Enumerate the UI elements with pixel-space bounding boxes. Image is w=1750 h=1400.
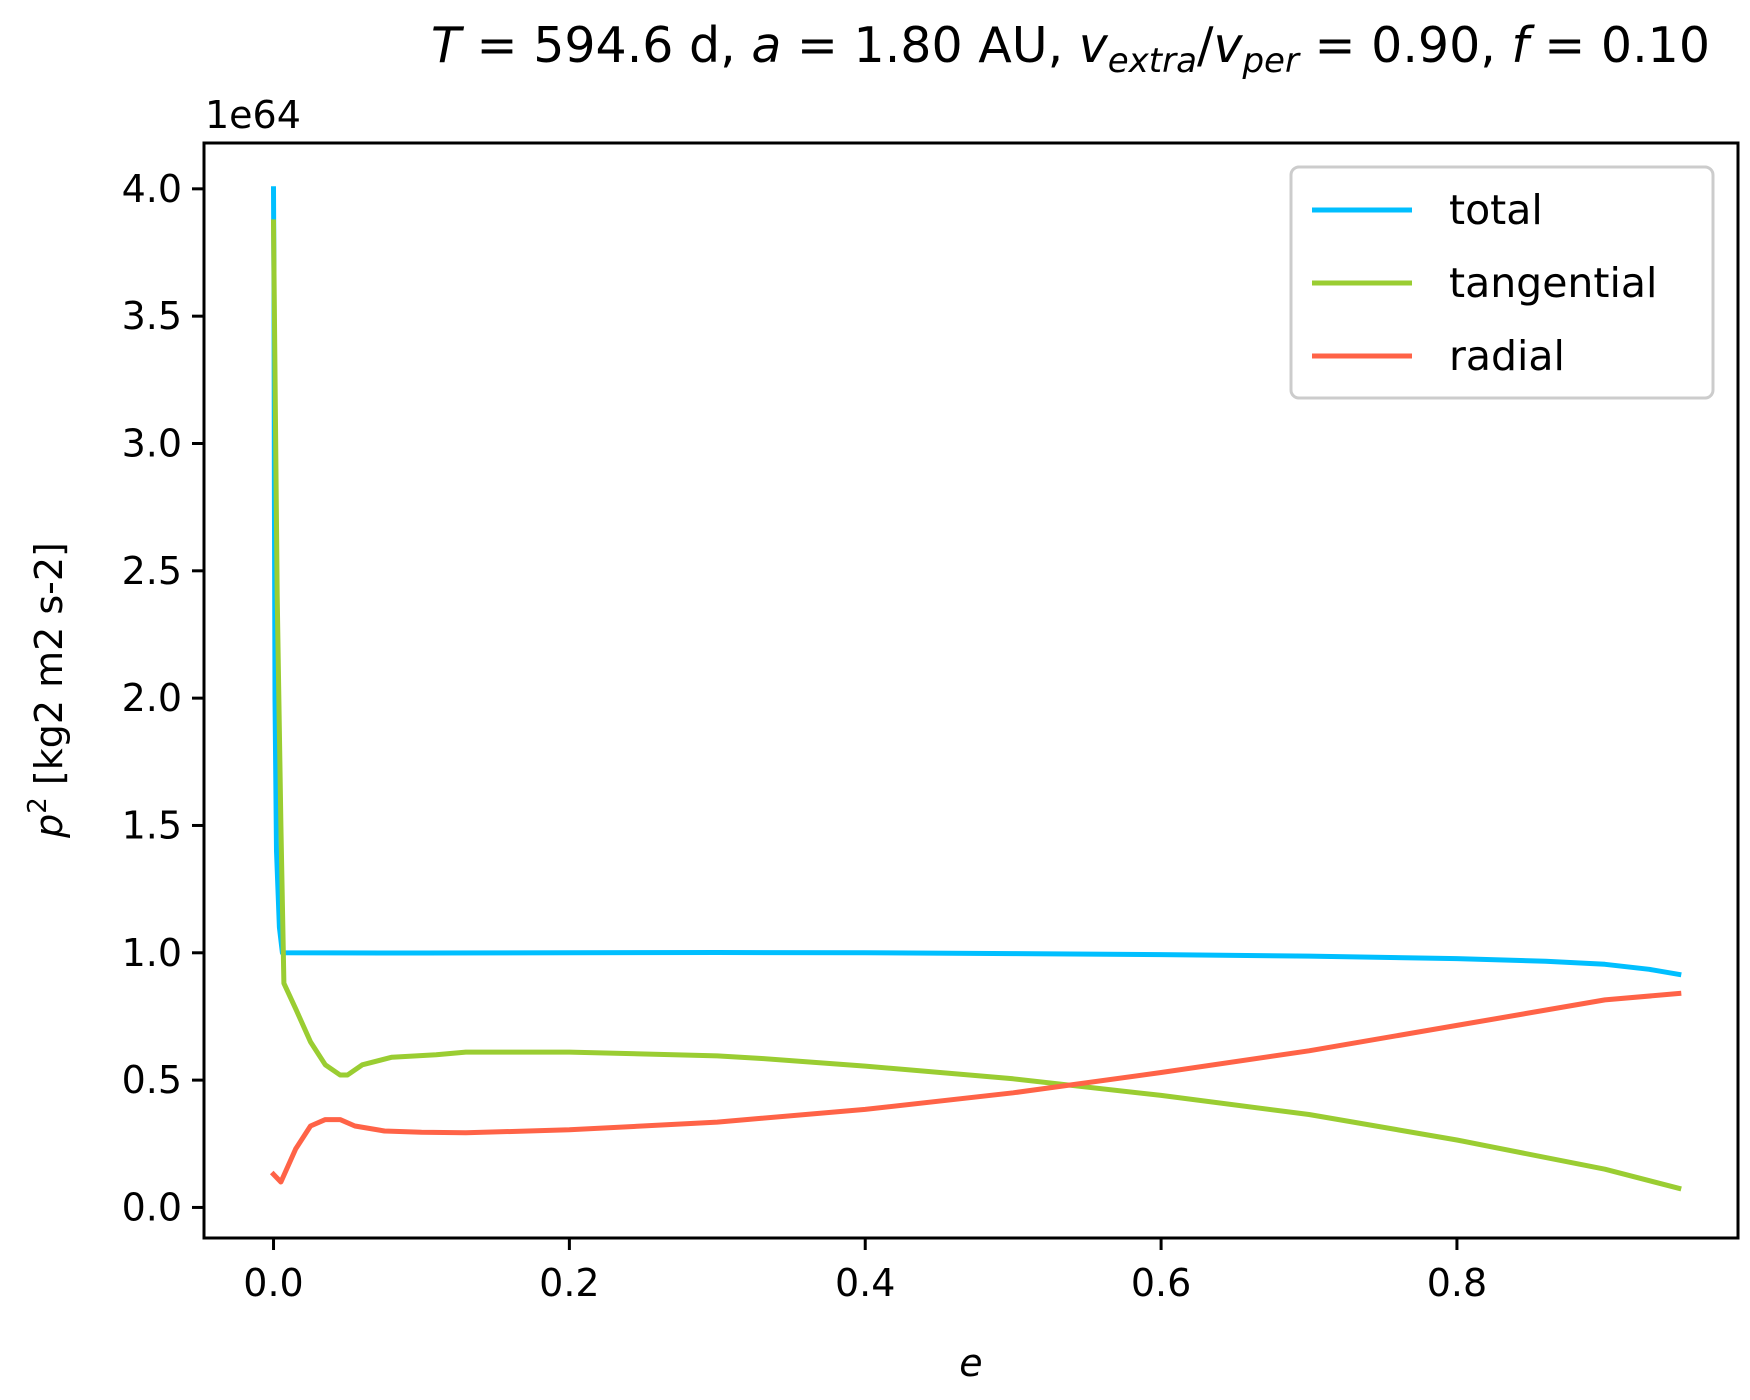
legend-label-total: total — [1449, 186, 1543, 234]
title-v-subscript-extra: extra — [1108, 41, 1197, 81]
series-line-total — [270, 186, 1682, 978]
y-tick-label: 0.0 — [122, 1185, 182, 1229]
title-v2-symbol: v — [1213, 17, 1243, 74]
x-tick-label: 0.0 — [243, 1261, 303, 1305]
y-tick-label: 3.5 — [122, 294, 182, 338]
y-axis-ticks: 0.0 0.5 1.0 1.5 2.0 2.5 3.0 3.5 4.0 — [122, 167, 204, 1229]
chart-title: T = 594.6 d, a = 1.80 AU, vextra/vper = … — [431, 17, 1710, 81]
y-tick-label: 2.0 — [122, 676, 182, 720]
x-tick-label: 0.6 — [1131, 1261, 1191, 1305]
legend-label-tangential: tangential — [1449, 259, 1657, 307]
y-label-units: [kg2 m2 s-2] — [27, 542, 71, 797]
y-tick-label: 2.5 — [122, 549, 182, 593]
x-tick-label: 0.4 — [835, 1261, 895, 1305]
series-layer — [269, 186, 1682, 1192]
legend-box — [1289, 165, 1715, 400]
legend-items: total tangential radial — [1312, 186, 1657, 380]
title-a-value: = 1.80 AU, — [781, 17, 1078, 74]
series-line-radial — [269, 990, 1682, 1185]
title-T-value: = 594.6 d, — [461, 17, 751, 74]
y-tick-label: 1.5 — [122, 803, 182, 847]
title-T-symbol: T — [431, 17, 465, 74]
y-tick-label: 4.0 — [122, 167, 182, 211]
y-tick-label: 0.5 — [122, 1058, 182, 1102]
x-tick-label: 0.2 — [539, 1261, 599, 1305]
y-axis-label: p2 [kg2 m2 s-2] — [23, 542, 71, 839]
title-v-subscript-per: per — [1241, 41, 1301, 81]
y-offset-text: 1e64 — [205, 93, 301, 137]
y-tick-label: 3.0 — [122, 421, 182, 465]
title-f-value: = 0.10 — [1529, 17, 1710, 74]
series-line-tangential — [270, 219, 1682, 1192]
x-axis-label: e — [959, 1341, 982, 1385]
title-a-symbol: a — [751, 17, 781, 74]
legend-label-radial: radial — [1449, 332, 1565, 380]
y-label-p: p — [27, 814, 71, 839]
plot-frame — [202, 141, 1740, 1240]
y-tick-label: 1.0 — [122, 931, 182, 975]
title-v-value: = 0.90, — [1299, 17, 1511, 74]
title-v-symbol: v — [1079, 17, 1109, 74]
y-label-exponent: 2 — [23, 797, 53, 814]
x-axis-ticks: 0.0 0.2 0.4 0.6 0.8 — [243, 1238, 1487, 1305]
legend: total tangential radial — [1289, 165, 1715, 400]
x-tick-label: 0.8 — [1427, 1261, 1487, 1305]
title-slash: / — [1197, 17, 1214, 74]
